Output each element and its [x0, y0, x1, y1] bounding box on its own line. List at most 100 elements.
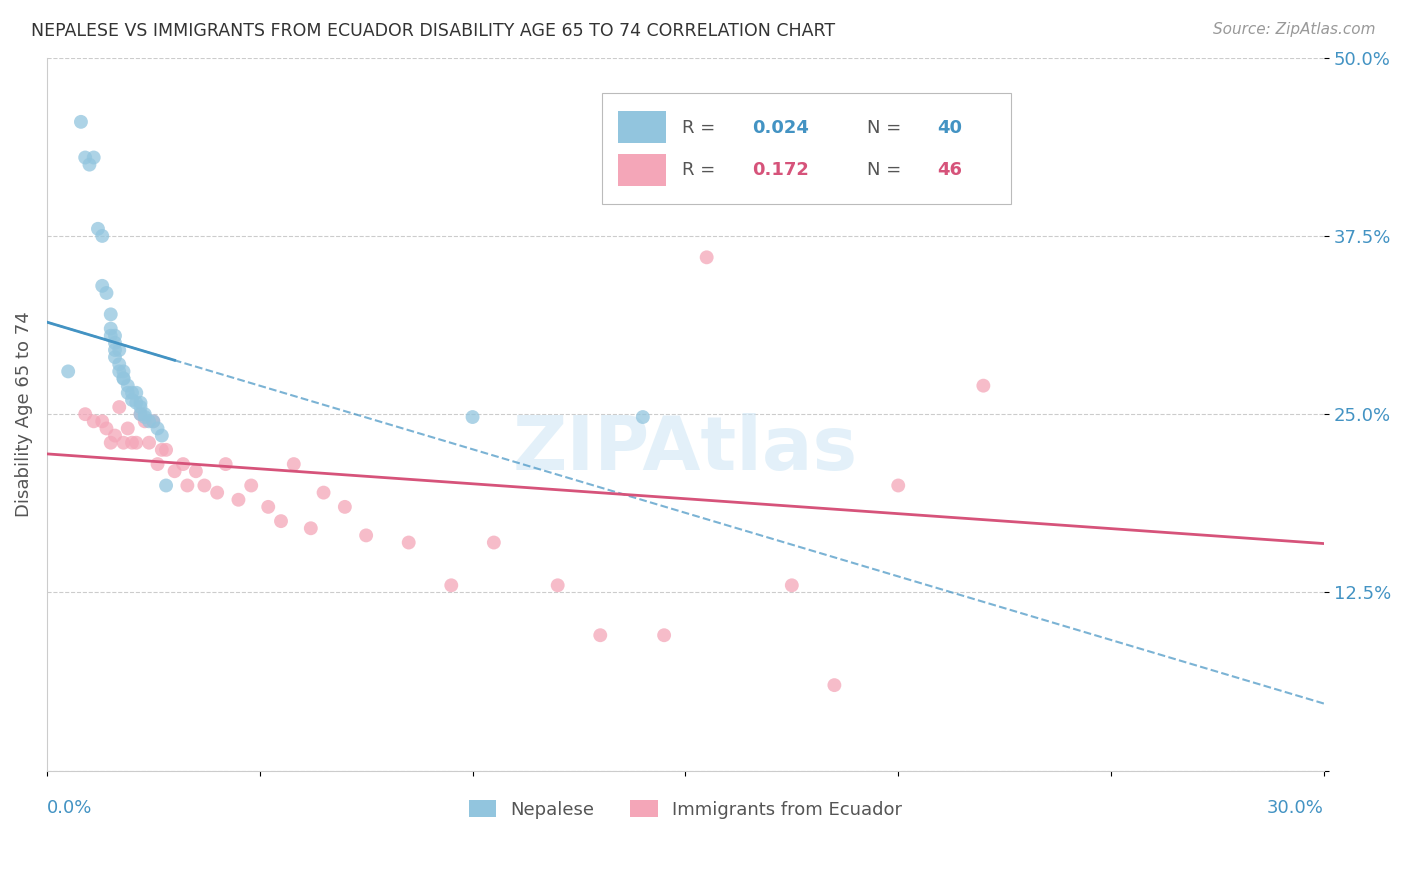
- Legend: Nepalese, Immigrants from Ecuador: Nepalese, Immigrants from Ecuador: [461, 793, 910, 826]
- Text: 46: 46: [936, 161, 962, 179]
- Text: 30.0%: 30.0%: [1267, 799, 1324, 817]
- Point: [652, 628, 675, 642]
- Point: [482, 535, 505, 549]
- Point: [125, 396, 148, 410]
- Point: [134, 414, 156, 428]
- Point: [134, 407, 156, 421]
- Point: [125, 385, 148, 400]
- Point: [184, 464, 207, 478]
- Point: [83, 414, 105, 428]
- Point: [129, 407, 152, 421]
- Point: [163, 464, 186, 478]
- Point: [91, 414, 114, 428]
- Point: [696, 250, 718, 264]
- Point: [104, 350, 127, 364]
- Point: [440, 578, 463, 592]
- FancyBboxPatch shape: [617, 154, 666, 186]
- Point: [631, 410, 654, 425]
- Point: [228, 492, 250, 507]
- Text: NEPALESE VS IMMIGRANTS FROM ECUADOR DISABILITY AGE 65 TO 74 CORRELATION CHART: NEPALESE VS IMMIGRANTS FROM ECUADOR DISA…: [31, 22, 835, 40]
- Point: [91, 228, 114, 243]
- Point: [193, 478, 215, 492]
- Point: [100, 328, 122, 343]
- Point: [108, 343, 131, 357]
- Point: [150, 442, 173, 457]
- Point: [215, 457, 238, 471]
- Point: [87, 222, 110, 236]
- Point: [79, 158, 101, 172]
- Point: [129, 396, 152, 410]
- Point: [780, 578, 803, 592]
- Point: [75, 407, 97, 421]
- FancyBboxPatch shape: [617, 112, 666, 144]
- Text: N =: N =: [866, 119, 907, 136]
- Point: [75, 151, 97, 165]
- Point: [108, 357, 131, 371]
- Point: [134, 410, 156, 425]
- Point: [398, 535, 420, 549]
- Point: [91, 278, 114, 293]
- Point: [146, 457, 169, 471]
- Point: [96, 421, 118, 435]
- Point: [100, 321, 122, 335]
- Point: [354, 528, 377, 542]
- Text: 0.172: 0.172: [752, 161, 808, 179]
- Point: [100, 307, 122, 321]
- Point: [121, 392, 143, 407]
- Point: [121, 435, 143, 450]
- Point: [972, 378, 994, 392]
- Point: [146, 421, 169, 435]
- Point: [100, 435, 122, 450]
- Point: [205, 485, 228, 500]
- Point: [112, 371, 135, 385]
- Point: [155, 442, 177, 457]
- Point: [547, 578, 569, 592]
- Point: [333, 500, 356, 514]
- Point: [129, 400, 152, 414]
- Text: R =: R =: [682, 161, 720, 179]
- Point: [461, 410, 484, 425]
- Point: [589, 628, 612, 642]
- Point: [257, 500, 280, 514]
- Text: 0.0%: 0.0%: [46, 799, 93, 817]
- Text: N =: N =: [866, 161, 907, 179]
- Point: [150, 428, 173, 442]
- Point: [117, 421, 139, 435]
- Point: [142, 414, 165, 428]
- Point: [240, 478, 263, 492]
- Point: [56, 364, 79, 378]
- Point: [172, 457, 194, 471]
- Point: [104, 335, 127, 350]
- Text: ZIPAtlas: ZIPAtlas: [513, 413, 858, 486]
- Point: [96, 285, 118, 300]
- Point: [125, 435, 148, 450]
- Point: [112, 364, 135, 378]
- Point: [104, 343, 127, 357]
- Point: [121, 385, 143, 400]
- Point: [176, 478, 198, 492]
- Point: [104, 328, 127, 343]
- Point: [112, 371, 135, 385]
- Text: 0.024: 0.024: [752, 119, 808, 136]
- Point: [138, 435, 160, 450]
- Point: [270, 514, 292, 528]
- Point: [108, 364, 131, 378]
- Point: [155, 478, 177, 492]
- Point: [283, 457, 305, 471]
- Point: [138, 414, 160, 428]
- Point: [70, 115, 93, 129]
- Y-axis label: Disability Age 65 to 74: Disability Age 65 to 74: [15, 311, 32, 517]
- Point: [312, 485, 335, 500]
- Point: [104, 428, 127, 442]
- Text: R =: R =: [682, 119, 720, 136]
- Point: [83, 151, 105, 165]
- Point: [108, 400, 131, 414]
- Point: [887, 478, 910, 492]
- Point: [738, 151, 761, 165]
- Point: [299, 521, 322, 535]
- Point: [117, 378, 139, 392]
- Point: [129, 407, 152, 421]
- Point: [117, 385, 139, 400]
- Text: 40: 40: [936, 119, 962, 136]
- Point: [112, 435, 135, 450]
